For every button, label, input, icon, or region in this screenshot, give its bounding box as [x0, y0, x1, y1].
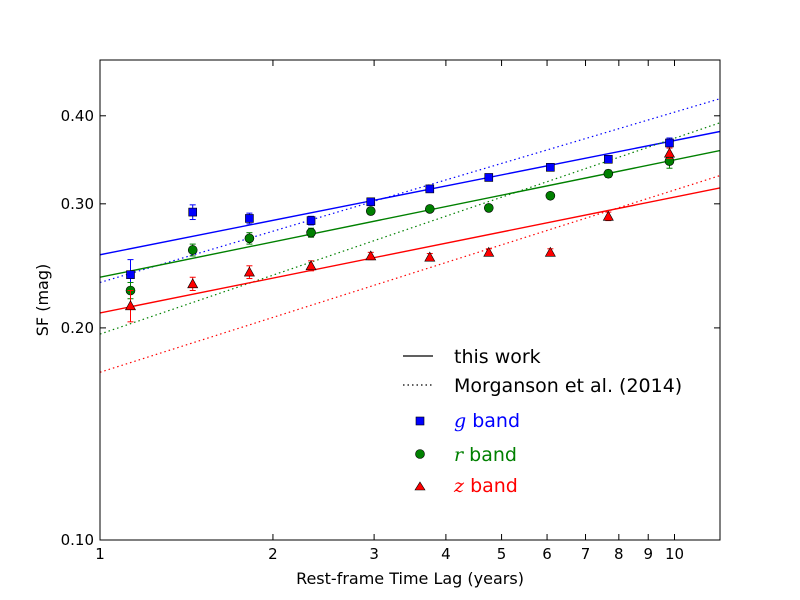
morganson-line-r: [100, 122, 720, 335]
morganson-line-z: [100, 175, 720, 373]
point-z: [544, 246, 556, 257]
y-tick-label: 0.40: [61, 107, 94, 125]
fit-line-r: [100, 149, 720, 278]
legend-z-marker: [414, 481, 426, 491]
point-r: [545, 190, 556, 201]
x-tick-label: 2: [268, 545, 278, 563]
point-g: [546, 163, 555, 172]
x-tick-label: 8: [614, 545, 624, 563]
legend-r-band: r band: [454, 444, 517, 466]
point-r: [424, 204, 435, 214]
point-r: [603, 168, 614, 179]
point-g: [188, 207, 198, 217]
data-points: [124, 137, 675, 323]
point-g: [484, 173, 494, 182]
point-g: [306, 216, 316, 225]
x-tick-label: 4: [441, 545, 451, 563]
point-z: [663, 147, 675, 158]
point-r: [306, 227, 316, 238]
point-g: [126, 270, 135, 279]
legend: this work Morganson et al. (2014) g band…: [403, 346, 682, 497]
x-tick-label: 6: [542, 545, 552, 563]
point-z: [602, 210, 614, 221]
legend-g-symbol: g: [454, 410, 466, 432]
axis-ticks: 1 2 3 4 5 6 7 8 9 10 0.10 0.20 0.30 0.40: [61, 60, 720, 563]
fit-line-z: [100, 187, 720, 314]
legend-z-symbol: z: [453, 475, 465, 497]
y-tick-label: 0.10: [61, 531, 94, 549]
point-z: [483, 246, 495, 257]
point-z: [124, 300, 137, 311]
point-z: [305, 260, 317, 271]
legend-g-band: g band: [454, 410, 520, 432]
legend-r-symbol: r: [454, 444, 465, 466]
legend-r-suffix: band: [469, 444, 517, 466]
x-tick-label: 5: [497, 545, 507, 563]
point-z: [424, 251, 436, 262]
legend-this-work: this work: [454, 346, 541, 368]
point-z: [187, 278, 199, 289]
x-tick-label: 7: [581, 545, 591, 563]
legend-z-band: z band: [453, 475, 518, 497]
fit-line-g: [100, 130, 720, 256]
legend-g-suffix: band: [472, 410, 520, 432]
x-tick-label: 9: [643, 545, 653, 563]
point-g: [665, 138, 674, 148]
point-r: [187, 245, 198, 255]
point-g: [366, 197, 376, 207]
y-axis-label: SF (mag): [33, 264, 52, 336]
x-tick-label: 1: [95, 545, 105, 563]
legend-r-marker: [415, 449, 425, 459]
x-tick-label: 10: [665, 545, 684, 563]
fit-lines: [100, 98, 720, 373]
point-g: [604, 154, 613, 164]
legend-g-marker: [415, 416, 425, 426]
point-g: [245, 214, 254, 223]
y-tick-label: 0.30: [61, 195, 94, 213]
x-tick-label: 3: [369, 545, 379, 563]
legend-z-suffix: band: [470, 475, 518, 497]
x-axis-label: Rest-frame Time Lag (years): [296, 569, 524, 588]
point-r: [483, 203, 494, 213]
plot-frame: [99, 59, 721, 541]
point-r: [244, 233, 255, 244]
point-r: [365, 206, 376, 216]
point-z: [243, 266, 255, 277]
point-g: [425, 184, 435, 194]
legend-morganson: Morganson et al. (2014): [454, 375, 682, 397]
y-tick-label: 0.20: [61, 319, 94, 337]
point-z: [365, 250, 377, 261]
